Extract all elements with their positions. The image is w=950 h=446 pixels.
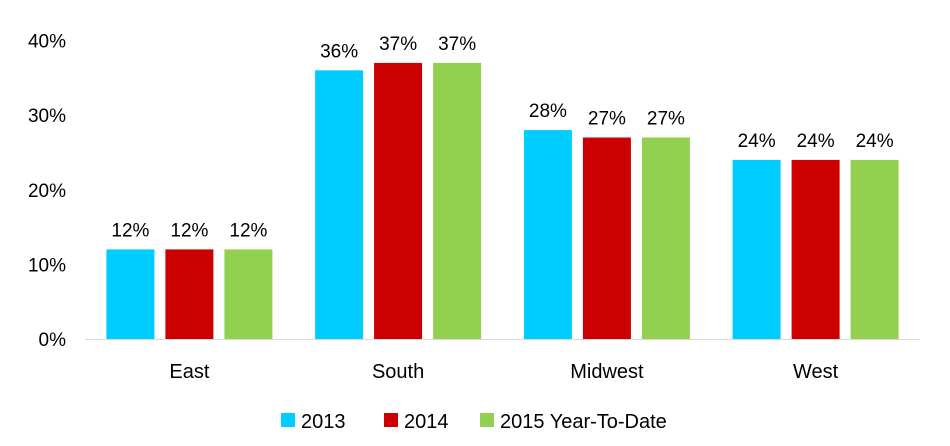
data-labels: 12% 12% 12% 36% 37% 37% 28% 27% 27% 24% 24% 24%	[111, 34, 894, 241]
bar	[850, 159, 899, 339]
bar	[224, 249, 273, 339]
legend-swatch	[281, 413, 295, 427]
bar	[732, 159, 781, 339]
legend-item: 2013	[281, 411, 346, 433]
bars	[106, 62, 899, 340]
y-tick-label: 30%	[28, 106, 66, 127]
data-label: 12%	[170, 220, 208, 241]
data-label: 27%	[647, 109, 685, 130]
data-label: 24%	[797, 131, 835, 152]
bar	[523, 130, 572, 339]
x-axis: East South Midwest West	[169, 361, 838, 383]
legend-swatch	[480, 413, 494, 427]
data-label: 12%	[229, 220, 267, 241]
data-label: 27%	[588, 109, 626, 130]
bar	[582, 137, 631, 339]
legend-label: 2014	[404, 411, 449, 433]
y-tick-label: 40%	[28, 32, 66, 53]
y-axis: 0% 10% 20% 30% 40%	[28, 32, 66, 352]
y-tick-label: 0%	[39, 330, 67, 351]
bar	[374, 62, 423, 340]
data-label: 28%	[529, 101, 567, 122]
y-tick-label: 10%	[28, 255, 66, 276]
data-label: 37%	[379, 34, 417, 55]
bar	[165, 249, 214, 339]
x-category-label: East	[169, 361, 209, 383]
legend-item: 2015 Year-To-Date	[480, 411, 667, 433]
data-label: 12%	[111, 220, 149, 241]
x-category-label: West	[793, 361, 839, 383]
bar	[433, 62, 482, 340]
data-label: 24%	[738, 131, 776, 152]
data-label: 36%	[320, 41, 358, 62]
y-tick-label: 20%	[28, 181, 66, 202]
bar	[315, 70, 364, 340]
legend-label: 2015 Year-To-Date	[500, 411, 667, 433]
bar	[791, 159, 840, 339]
legend-label: 2013	[301, 411, 346, 433]
data-label: 24%	[856, 131, 894, 152]
data-label: 37%	[438, 34, 476, 55]
x-category-label: South	[372, 361, 424, 383]
bar	[106, 249, 155, 339]
legend-item: 2014	[384, 411, 449, 433]
legend: 2013 2014 2015 Year-To-Date	[281, 411, 667, 433]
bar	[641, 137, 690, 339]
legend-swatch	[384, 413, 398, 427]
x-category-label: Midwest	[570, 361, 644, 383]
